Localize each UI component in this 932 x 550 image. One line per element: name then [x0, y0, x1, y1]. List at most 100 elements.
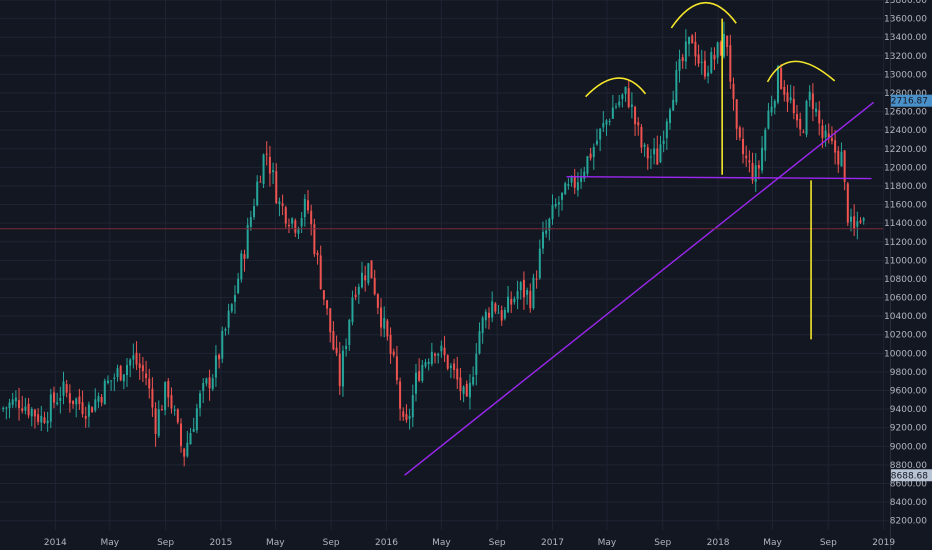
candle-body — [761, 147, 764, 171]
candle — [503, 307, 506, 321]
candle-body — [221, 330, 224, 359]
candle-body — [484, 311, 487, 321]
candle — [335, 335, 338, 357]
candle — [253, 198, 256, 220]
candle — [459, 368, 462, 401]
candle — [81, 390, 84, 418]
candle — [237, 272, 240, 295]
candle-body — [284, 207, 287, 224]
candle-body — [192, 428, 195, 432]
candle — [526, 287, 529, 305]
candle-body — [742, 138, 745, 155]
candle — [294, 218, 297, 238]
candle-body — [589, 153, 592, 159]
candle — [713, 47, 716, 71]
candle-body — [62, 381, 65, 396]
y-axis[interactable]: 8200.00 8400.00 8600.00 8800.00 9000.00 9200.… — [884, 0, 927, 527]
candle — [164, 381, 167, 416]
y-tick-label: 9800.00 — [890, 368, 927, 378]
candle-body — [557, 202, 560, 205]
candle — [716, 41, 719, 64]
candle-body — [500, 310, 503, 321]
candle — [138, 353, 141, 380]
candle-body — [764, 129, 767, 151]
y-tick-label: 10600.00 — [884, 294, 927, 304]
candle — [554, 198, 557, 209]
candle-body — [392, 351, 395, 356]
candle — [113, 373, 116, 392]
y-tick-label: 9200.00 — [890, 424, 927, 434]
y-tick-label: 10400.00 — [884, 312, 927, 322]
candle — [557, 196, 560, 217]
candle — [246, 217, 249, 259]
x-tick-label: 2015 — [209, 538, 232, 548]
candle-body — [732, 83, 735, 100]
candle — [529, 283, 532, 313]
candle-body — [535, 278, 538, 280]
candle-body — [792, 98, 795, 114]
candle-body — [735, 99, 738, 129]
candle-body — [754, 165, 757, 182]
candle — [27, 398, 30, 419]
candle — [446, 354, 449, 371]
candle — [707, 65, 710, 84]
candle — [805, 99, 808, 138]
current-price-badge-bg — [891, 94, 932, 107]
candle — [634, 105, 637, 137]
candle-body — [440, 345, 443, 352]
candle — [319, 245, 322, 290]
candle — [691, 34, 694, 44]
candle-body — [773, 101, 776, 108]
candle — [205, 377, 208, 387]
candle-body — [167, 381, 170, 398]
candle — [179, 418, 182, 453]
candle — [535, 270, 538, 289]
candle — [135, 341, 138, 370]
candle-body — [767, 110, 770, 129]
candle — [411, 384, 414, 427]
candle — [338, 342, 341, 396]
candle — [449, 363, 452, 379]
candle — [348, 318, 351, 351]
candle — [72, 400, 75, 409]
candle-body — [202, 383, 205, 391]
candle — [173, 405, 176, 416]
candle-body — [310, 210, 313, 225]
candle-body — [230, 304, 233, 312]
candle-body — [488, 312, 491, 318]
candle-body — [729, 45, 732, 82]
candle-body — [72, 400, 75, 405]
candle-body — [545, 230, 548, 234]
candle-body — [618, 101, 621, 106]
candle-body — [27, 403, 30, 416]
y-tick-label: 9000.00 — [890, 442, 927, 452]
candle — [694, 31, 697, 66]
candle-body — [678, 59, 681, 71]
candle-body — [684, 41, 687, 62]
x-axis[interactable]: 2014 May Sep 2015 May Sep 2016 May Sep 2017 May Sep… — [44, 538, 895, 548]
candle-body — [649, 156, 652, 158]
price-badges: 12716.87 8688.68 — [885, 94, 932, 482]
candle-body — [668, 109, 671, 124]
candle-body — [583, 171, 586, 179]
candle — [599, 127, 602, 152]
candle-body — [783, 86, 786, 95]
candle-body — [18, 400, 21, 409]
candle — [316, 250, 319, 265]
candle-body — [434, 353, 437, 356]
candle — [427, 358, 430, 371]
candle — [824, 124, 827, 147]
candle — [186, 431, 189, 458]
candle — [567, 177, 570, 190]
candle-body — [322, 290, 325, 300]
candle-body — [570, 176, 573, 183]
candle-body — [291, 218, 294, 224]
candle — [659, 135, 662, 164]
candle — [195, 403, 198, 434]
candle — [732, 77, 735, 111]
candle — [561, 192, 564, 211]
candle-body — [345, 345, 348, 349]
candle — [684, 29, 687, 70]
candle — [116, 364, 119, 382]
